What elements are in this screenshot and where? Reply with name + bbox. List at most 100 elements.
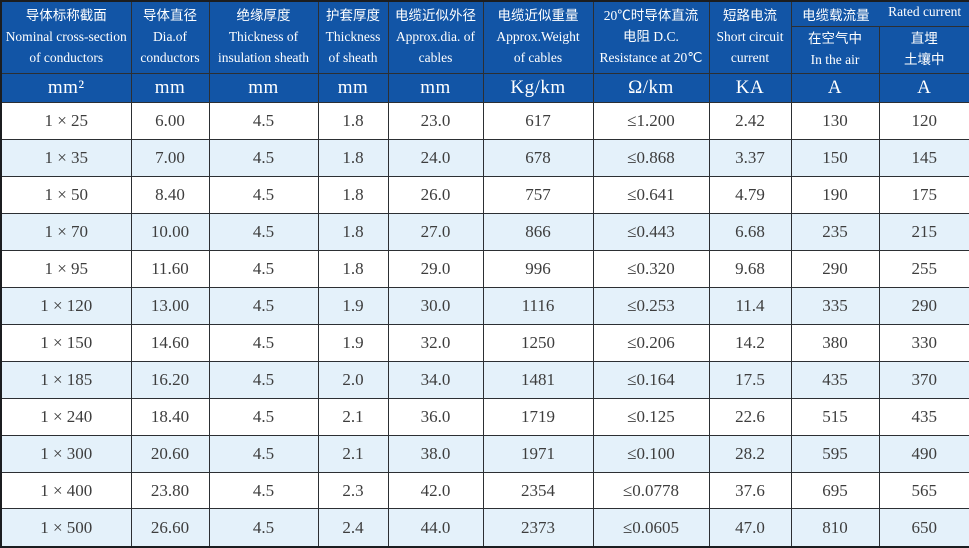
table-cell: 4.5 — [208, 175, 319, 214]
table-cell: 695 — [790, 471, 880, 510]
table-cell: 2.1 — [317, 397, 389, 436]
table-cell: ≤0.0605 — [592, 508, 710, 548]
table-cell: 28.2 — [708, 434, 792, 473]
table-cell: 8.40 — [130, 175, 210, 214]
table-cell: ≤0.100 — [592, 434, 710, 473]
table-row: 1 × 240 18.40 4.5 2.1 36.0 1719 ≤0.125 22.6 515 4… — [0, 397, 969, 436]
table-cell: 42.0 — [387, 471, 484, 510]
table-row: 1 × 400 23.80 4.5 2.3 42.0 2354 ≤0.0778 37.6 695… — [0, 471, 969, 510]
table-cell: 1 × 35 — [0, 138, 132, 177]
col-header-rated-current-group: 电缆载流量 Rated current — [790, 0, 969, 27]
table-cell: 120 — [878, 102, 969, 140]
table-cell: 2354 — [482, 471, 594, 510]
table-cell: 1.8 — [317, 249, 389, 288]
unit-cell: mm — [317, 73, 389, 103]
table-cell: 4.5 — [208, 471, 319, 510]
table-cell: ≤0.206 — [592, 323, 710, 362]
table-header: 导体标称截面 Nominal cross-section of conducto… — [0, 0, 969, 103]
table-cell: 4.5 — [208, 508, 319, 548]
table-cell: 14.2 — [708, 323, 792, 362]
table-cell: 678 — [482, 138, 594, 177]
table-cell: 11.60 — [130, 249, 210, 288]
table-cell: 255 — [878, 249, 969, 288]
table-cell: 215 — [878, 212, 969, 251]
table-cell: 4.5 — [208, 212, 319, 251]
table-cell: 565 — [878, 471, 969, 510]
table-cell: 1 × 50 — [0, 175, 132, 214]
table-cell: 47.0 — [708, 508, 792, 548]
table-cell: 617 — [482, 102, 594, 140]
unit-cell: Kg/km — [482, 73, 594, 103]
table-cell: ≤0.164 — [592, 360, 710, 399]
table-cell: 26.60 — [130, 508, 210, 548]
table-cell: 36.0 — [387, 397, 484, 436]
table-cell: 2.1 — [317, 434, 389, 473]
table-cell: 290 — [878, 286, 969, 325]
table-cell: 1 × 400 — [0, 471, 132, 510]
table-cell: 435 — [790, 360, 880, 399]
table-cell: 13.00 — [130, 286, 210, 325]
unit-cell: A — [878, 73, 969, 103]
table-cell: ≤0.868 — [592, 138, 710, 177]
table-cell: ≤0.320 — [592, 249, 710, 288]
table-cell: 7.00 — [130, 138, 210, 177]
table-cell: 32.0 — [387, 323, 484, 362]
table-row: 1 × 150 14.60 4.5 1.9 32.0 1250 ≤0.206 14.2 380 3… — [0, 323, 969, 362]
table-cell: 6.00 — [130, 102, 210, 140]
table-row: 1 × 25 6.00 4.5 1.8 23.0 617 ≤1.200 2.42 130 120 — [0, 102, 969, 140]
table-cell: 2.0 — [317, 360, 389, 399]
table-cell: 4.5 — [208, 323, 319, 362]
table-row: 1 × 120 13.00 4.5 1.9 30.0 1116 ≤0.253 11.4 335 2… — [0, 286, 969, 325]
header-row-sub: 在空气中 In the air 直埋 土壤中 — [1, 26, 969, 74]
unit-cell: A — [790, 73, 880, 103]
table-cell: ≤0.253 — [592, 286, 710, 325]
table-row: 1 × 185 16.20 4.5 2.0 34.0 1481 ≤0.164 17.5 435 3… — [0, 360, 969, 399]
table-cell: 370 — [878, 360, 969, 399]
col-header-approx-diameter: 电缆近似外径 Approx.dia. of cables — [387, 0, 484, 74]
table-row: 1 × 300 20.60 4.5 2.1 38.0 1971 ≤0.100 28.2 595 4… — [0, 434, 969, 473]
table-cell: 34.0 — [387, 360, 484, 399]
table-cell: 490 — [878, 434, 969, 473]
table-cell: 330 — [878, 323, 969, 362]
table-cell: 22.6 — [708, 397, 792, 436]
table-cell: 380 — [790, 323, 880, 362]
table-cell: 38.0 — [387, 434, 484, 473]
col-header-approx-weight: 电缆近似重量 Approx.Weight of cables — [482, 0, 594, 74]
table-cell: 130 — [790, 102, 880, 140]
table-cell: 1.8 — [317, 102, 389, 140]
table-cell: 17.5 — [708, 360, 792, 399]
table-cell: 2373 — [482, 508, 594, 548]
rated-current-label-zh: 电缆载流量 — [802, 8, 870, 23]
unit-cell: mm² — [0, 73, 132, 103]
col-header-dc-resistance: 20℃时导体直流 电阻 D.C. Resistance at 20℃ — [592, 0, 710, 74]
table-row: 1 × 50 8.40 4.5 1.8 26.0 757 ≤0.641 4.79 190 175 — [0, 175, 969, 214]
table-cell: 29.0 — [387, 249, 484, 288]
table-cell: 4.5 — [208, 138, 319, 177]
table-cell: 515 — [790, 397, 880, 436]
table-cell: 145 — [878, 138, 969, 177]
table-cell: 18.40 — [130, 397, 210, 436]
table-cell: 1719 — [482, 397, 594, 436]
table-cell: 1971 — [482, 434, 594, 473]
table-cell: 4.5 — [208, 249, 319, 288]
table-cell: 435 — [878, 397, 969, 436]
table-cell: 10.00 — [130, 212, 210, 251]
table-cell: 4.5 — [208, 102, 319, 140]
table-cell: 4.79 — [708, 175, 792, 214]
table-cell: 996 — [482, 249, 594, 288]
unit-cell: mm — [208, 73, 319, 103]
table-cell: 1 × 240 — [0, 397, 132, 436]
table-cell: 2.4 — [317, 508, 389, 548]
table-cell: 6.68 — [708, 212, 792, 251]
table-cell: 866 — [482, 212, 594, 251]
table-cell: 26.0 — [387, 175, 484, 214]
table-cell: 1.8 — [317, 138, 389, 177]
table-cell: 650 — [878, 508, 969, 548]
unit-cell: KA — [708, 73, 792, 103]
unit-cell: Ω/km — [592, 73, 710, 103]
table-cell: 1 × 25 — [0, 102, 132, 140]
table-cell: 2.3 — [317, 471, 389, 510]
table-cell: ≤1.200 — [592, 102, 710, 140]
table-cell: 2.42 — [708, 102, 792, 140]
